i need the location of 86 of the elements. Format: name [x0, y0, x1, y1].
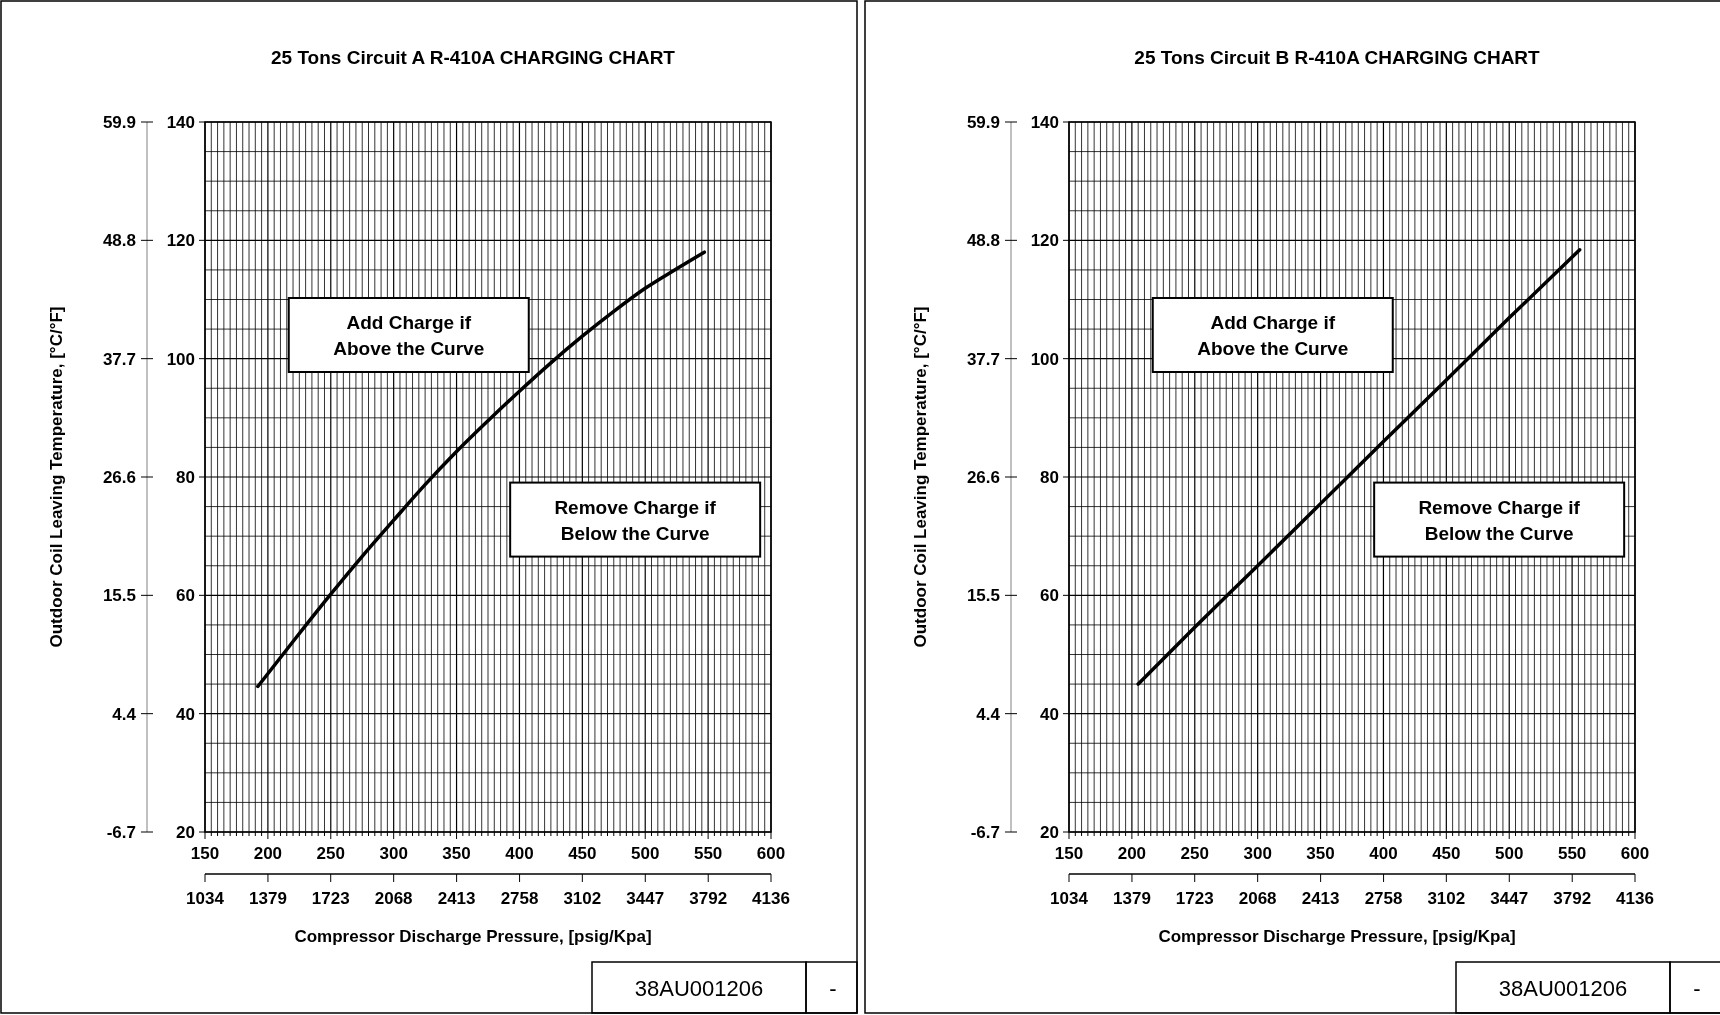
y2-tick-label: -6.7 [970, 823, 1000, 842]
x-tick-label: 150 [190, 844, 220, 863]
x-axis-title: Compressor Discharge Pressure, [psig/Kpa] [1158, 927, 1516, 946]
text: - [829, 976, 837, 1001]
x-tick-label: 300 [379, 844, 408, 863]
y2-tick-label: 48.8 [966, 231, 1000, 251]
x2-tick-label: 3102 [563, 889, 602, 908]
y-tick-label: 140 [1030, 113, 1059, 132]
y-tick-label: 80 [176, 468, 195, 487]
x-tick-label: 600 [1620, 844, 1650, 863]
x-tick-label: 250 [316, 844, 345, 863]
x2-tick-label: 4136 [752, 889, 790, 908]
y2-tick-label: 15.5 [966, 586, 1000, 606]
y2-axis-title: Outdoor Coil Leaving Temperature, [°C/°F] [911, 306, 930, 648]
x2-tick-label: 2068 [374, 889, 413, 908]
x2-tick-label: 4136 [1616, 889, 1654, 908]
text: 38AU001206 [634, 976, 764, 1001]
text-box: Remove Charge if Below the Curve [509, 481, 762, 558]
text-box: Add Charge if Above the Curve [287, 297, 530, 373]
x2-tick-label: 2068 [1238, 889, 1277, 908]
x2-tick-label: 1379 [249, 889, 287, 908]
x2-tick-label: 3792 [689, 889, 728, 908]
y2-tick-label: 4.4 [976, 704, 1001, 724]
x2-tick-label: 1034 [186, 889, 225, 908]
x2-tick-label: 1034 [1050, 889, 1089, 908]
text-box: Remove Charge if Below the Curve [1373, 481, 1626, 558]
annotation: Add Charge if Above the Curve [333, 312, 485, 359]
x-tick-label: 250 [1180, 844, 1209, 863]
y-tick-label: 40 [176, 704, 195, 724]
y-tick-label: 20 [176, 823, 195, 842]
x-tick-label: 400 [505, 844, 534, 863]
x-tick-label: 300 [1243, 844, 1272, 863]
x-tick-label: 550 [1557, 844, 1587, 863]
y-tick-label: 140 [166, 113, 195, 132]
x-tick-label: 500 [1495, 844, 1524, 863]
x2-tick-label: 3447 [626, 889, 665, 908]
x2-tick-label: 1723 [311, 889, 350, 908]
text: 38AU001206 [1498, 976, 1628, 1001]
x2-tick-label: 2413 [1301, 889, 1340, 908]
x2-tick-label: 2413 [437, 889, 476, 908]
x2-tick-label: 3447 [1490, 889, 1529, 908]
x-tick-label: 450 [568, 844, 597, 863]
y2-tick-label: 37.7 [102, 349, 136, 369]
y-tick-label: 120 [166, 231, 195, 251]
y-tick-label: 100 [1030, 349, 1059, 369]
y-tick-label: 60 [1040, 586, 1059, 606]
y-tick-label: 20 [1040, 823, 1059, 842]
chart-title: 25 Tons Circuit B R-410A CHARGING CHART [1134, 47, 1541, 68]
x-tick-label: 400 [1369, 844, 1398, 863]
y2-tick-label: 4.4 [112, 704, 137, 724]
y-tick-label: 120 [1030, 231, 1059, 251]
y2-tick-label: 59.9 [102, 113, 136, 132]
y-tick-label: 100 [166, 349, 195, 369]
x-tick-label: 550 [693, 844, 723, 863]
x-tick-label: 200 [1117, 844, 1147, 863]
x-tick-label: 200 [253, 844, 283, 863]
x2-tick-label: 2758 [1364, 889, 1403, 908]
x-tick-label: 600 [756, 844, 786, 863]
annotation: Remove Charge if Below the Curve [554, 496, 717, 544]
x-tick-label: 150 [1054, 844, 1084, 863]
x-tick-label: 500 [631, 844, 660, 863]
annotation: Remove Charge if Below the Curve [1418, 496, 1581, 544]
x2-tick-label: 2758 [500, 889, 539, 908]
y-tick-label: 60 [176, 586, 195, 606]
x2-tick-label: 3792 [1553, 889, 1592, 908]
y2-axis-title: Outdoor Coil Leaving Temperature, [°C/°F] [47, 306, 66, 648]
x-tick-label: 450 [1432, 844, 1461, 863]
y-tick-label: 40 [1040, 704, 1059, 724]
y2-tick-label: 26.6 [966, 468, 1000, 487]
y2-tick-label: 15.5 [102, 586, 136, 606]
chart-title: 25 Tons Circuit A R-410A CHARGING CHART [271, 47, 676, 68]
y-tick-label: 80 [1040, 468, 1059, 487]
x-tick-label: 350 [442, 844, 471, 863]
annotation: Add Charge if Above the Curve [1197, 312, 1349, 359]
text-box: Add Charge if Above the Curve [1151, 297, 1394, 373]
y2-tick-label: 37.7 [966, 349, 1000, 369]
y2-tick-label: 59.9 [966, 113, 1000, 132]
x2-tick-label: 1379 [1113, 889, 1151, 908]
x-tick-label: 350 [1306, 844, 1335, 863]
y2-tick-label: -6.7 [106, 823, 136, 842]
x-axis-title: Compressor Discharge Pressure, [psig/Kpa] [294, 927, 652, 946]
x2-tick-label: 3102 [1427, 889, 1466, 908]
x2-tick-label: 1723 [1175, 889, 1214, 908]
text: - [1693, 976, 1701, 1001]
y2-tick-label: 26.6 [102, 468, 136, 487]
y2-tick-label: 48.8 [102, 231, 136, 251]
